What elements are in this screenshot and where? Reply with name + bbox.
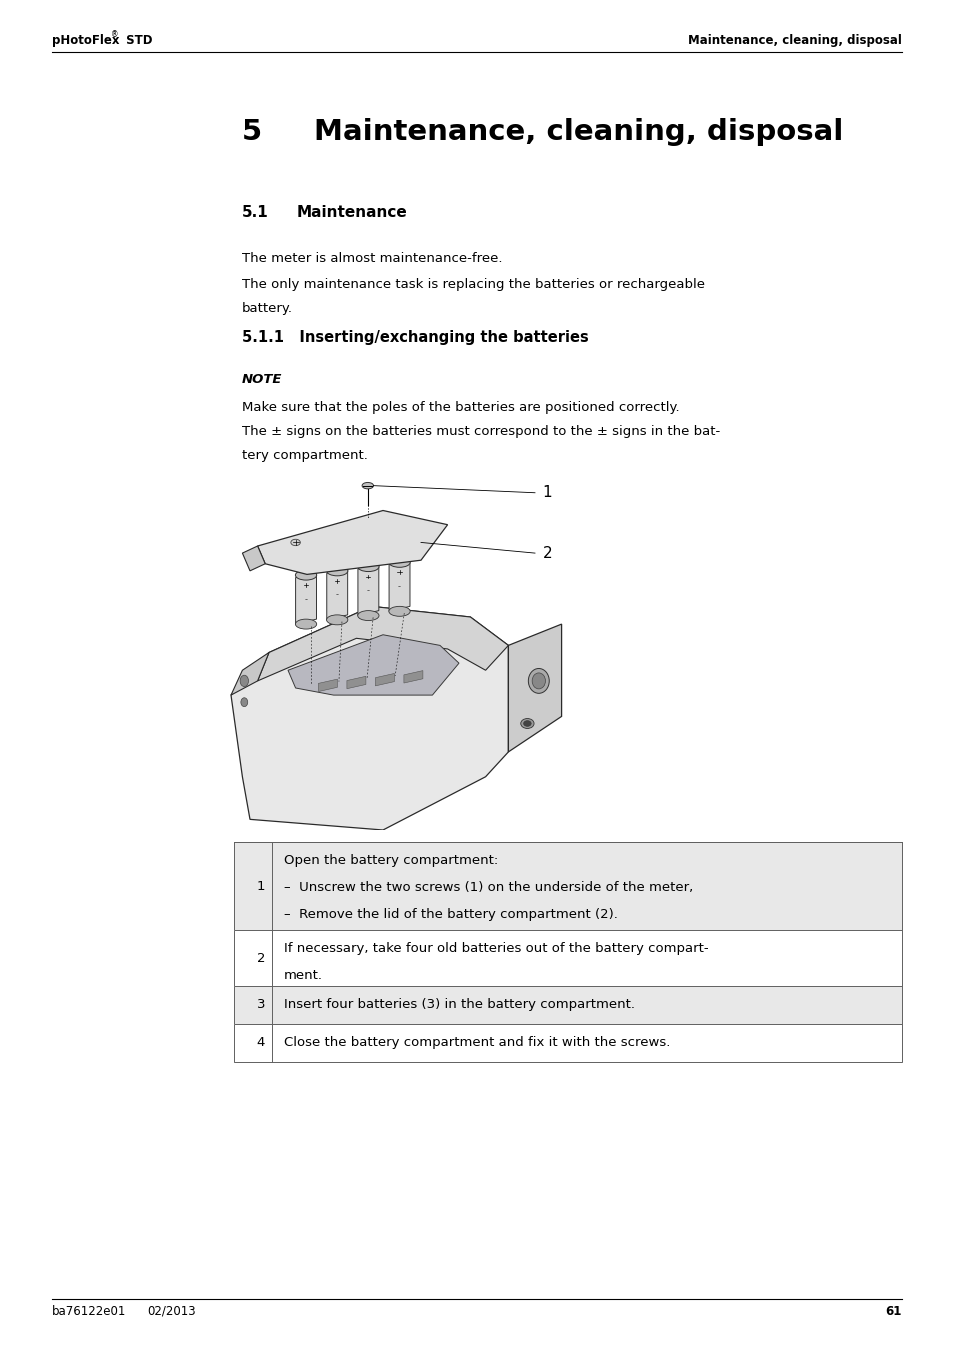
Text: The only maintenance task is replacing the batteries or rechargeable: The only maintenance task is replacing t… xyxy=(242,278,704,290)
Text: –  Unscrew the two screws (1) on the underside of the meter,: – Unscrew the two screws (1) on the unde… xyxy=(284,881,693,894)
Text: NOTE: NOTE xyxy=(242,373,282,386)
Text: tery compartment.: tery compartment. xyxy=(242,449,368,462)
Polygon shape xyxy=(257,511,447,574)
Bar xyxy=(233,986,901,1024)
Text: 5: 5 xyxy=(242,118,262,146)
Polygon shape xyxy=(327,569,347,620)
Ellipse shape xyxy=(532,673,545,689)
Text: 5.1: 5.1 xyxy=(242,205,269,220)
Polygon shape xyxy=(288,635,458,696)
Text: Maintenance: Maintenance xyxy=(296,205,407,220)
Polygon shape xyxy=(242,546,265,571)
Ellipse shape xyxy=(326,615,348,624)
Text: pHotoFlex: pHotoFlex xyxy=(52,34,119,47)
Ellipse shape xyxy=(389,558,410,567)
Text: 4: 4 xyxy=(256,1036,265,1050)
Ellipse shape xyxy=(362,482,374,489)
Ellipse shape xyxy=(528,669,549,693)
Bar xyxy=(233,986,901,1024)
Text: Close the battery compartment and fix it with the screws.: Close the battery compartment and fix it… xyxy=(284,1036,670,1048)
Ellipse shape xyxy=(389,607,410,616)
Bar xyxy=(233,929,901,986)
Polygon shape xyxy=(257,607,508,681)
Ellipse shape xyxy=(357,611,378,620)
Ellipse shape xyxy=(295,619,316,630)
Text: Make sure that the poles of the batteries are positioned correctly.: Make sure that the poles of the batterie… xyxy=(242,401,679,413)
Text: Open the battery compartment:: Open the battery compartment: xyxy=(284,854,497,867)
Ellipse shape xyxy=(520,719,534,728)
Text: -: - xyxy=(367,586,370,596)
Text: –  Remove the lid of the battery compartment (2).: – Remove the lid of the battery compartm… xyxy=(284,908,618,921)
Text: ba76122e01: ba76122e01 xyxy=(52,1305,126,1319)
Bar xyxy=(233,1024,901,1062)
Bar xyxy=(233,929,901,986)
Polygon shape xyxy=(318,680,337,692)
Polygon shape xyxy=(231,607,508,830)
Text: -: - xyxy=(335,590,338,600)
Bar xyxy=(233,1024,901,1062)
Ellipse shape xyxy=(291,539,300,546)
Ellipse shape xyxy=(326,566,348,576)
Text: 02/2013: 02/2013 xyxy=(147,1305,195,1319)
Polygon shape xyxy=(231,653,269,696)
Polygon shape xyxy=(389,559,410,611)
Ellipse shape xyxy=(240,676,248,686)
Ellipse shape xyxy=(523,720,531,727)
Text: Insert four batteries (3) in the battery compartment.: Insert four batteries (3) in the battery… xyxy=(284,998,635,1011)
Text: ®: ® xyxy=(112,30,119,39)
Text: Maintenance, cleaning, disposal: Maintenance, cleaning, disposal xyxy=(314,118,842,146)
Polygon shape xyxy=(403,670,422,684)
Text: 61: 61 xyxy=(884,1305,901,1319)
Polygon shape xyxy=(375,673,394,686)
Text: 2: 2 xyxy=(256,951,265,965)
Bar xyxy=(233,842,901,929)
Text: Maintenance, cleaning, disposal: Maintenance, cleaning, disposal xyxy=(687,34,901,47)
Text: 3: 3 xyxy=(256,998,265,1012)
Text: -: - xyxy=(397,582,400,590)
Text: The meter is almost maintenance-free.: The meter is almost maintenance-free. xyxy=(242,253,502,265)
Ellipse shape xyxy=(357,562,378,571)
Text: The ± signs on the batteries must correspond to the ± signs in the bat-: The ± signs on the batteries must corres… xyxy=(242,426,720,438)
Bar xyxy=(233,842,901,929)
Text: ment.: ment. xyxy=(284,969,323,982)
Text: 2: 2 xyxy=(542,546,552,561)
Polygon shape xyxy=(295,573,316,624)
Text: If necessary, take four old batteries out of the battery compart-: If necessary, take four old batteries ou… xyxy=(284,942,708,955)
Polygon shape xyxy=(347,677,366,689)
Ellipse shape xyxy=(295,570,316,580)
Text: 5.1.1   Inserting/exchanging the batteries: 5.1.1 Inserting/exchanging the batteries xyxy=(242,330,588,345)
Text: battery.: battery. xyxy=(242,303,293,315)
Text: -: - xyxy=(304,594,307,604)
Text: 1: 1 xyxy=(256,880,265,893)
Polygon shape xyxy=(357,565,378,616)
Text: 1: 1 xyxy=(542,485,552,500)
Ellipse shape xyxy=(240,697,248,707)
Polygon shape xyxy=(508,624,561,753)
Text: STD: STD xyxy=(121,34,152,47)
